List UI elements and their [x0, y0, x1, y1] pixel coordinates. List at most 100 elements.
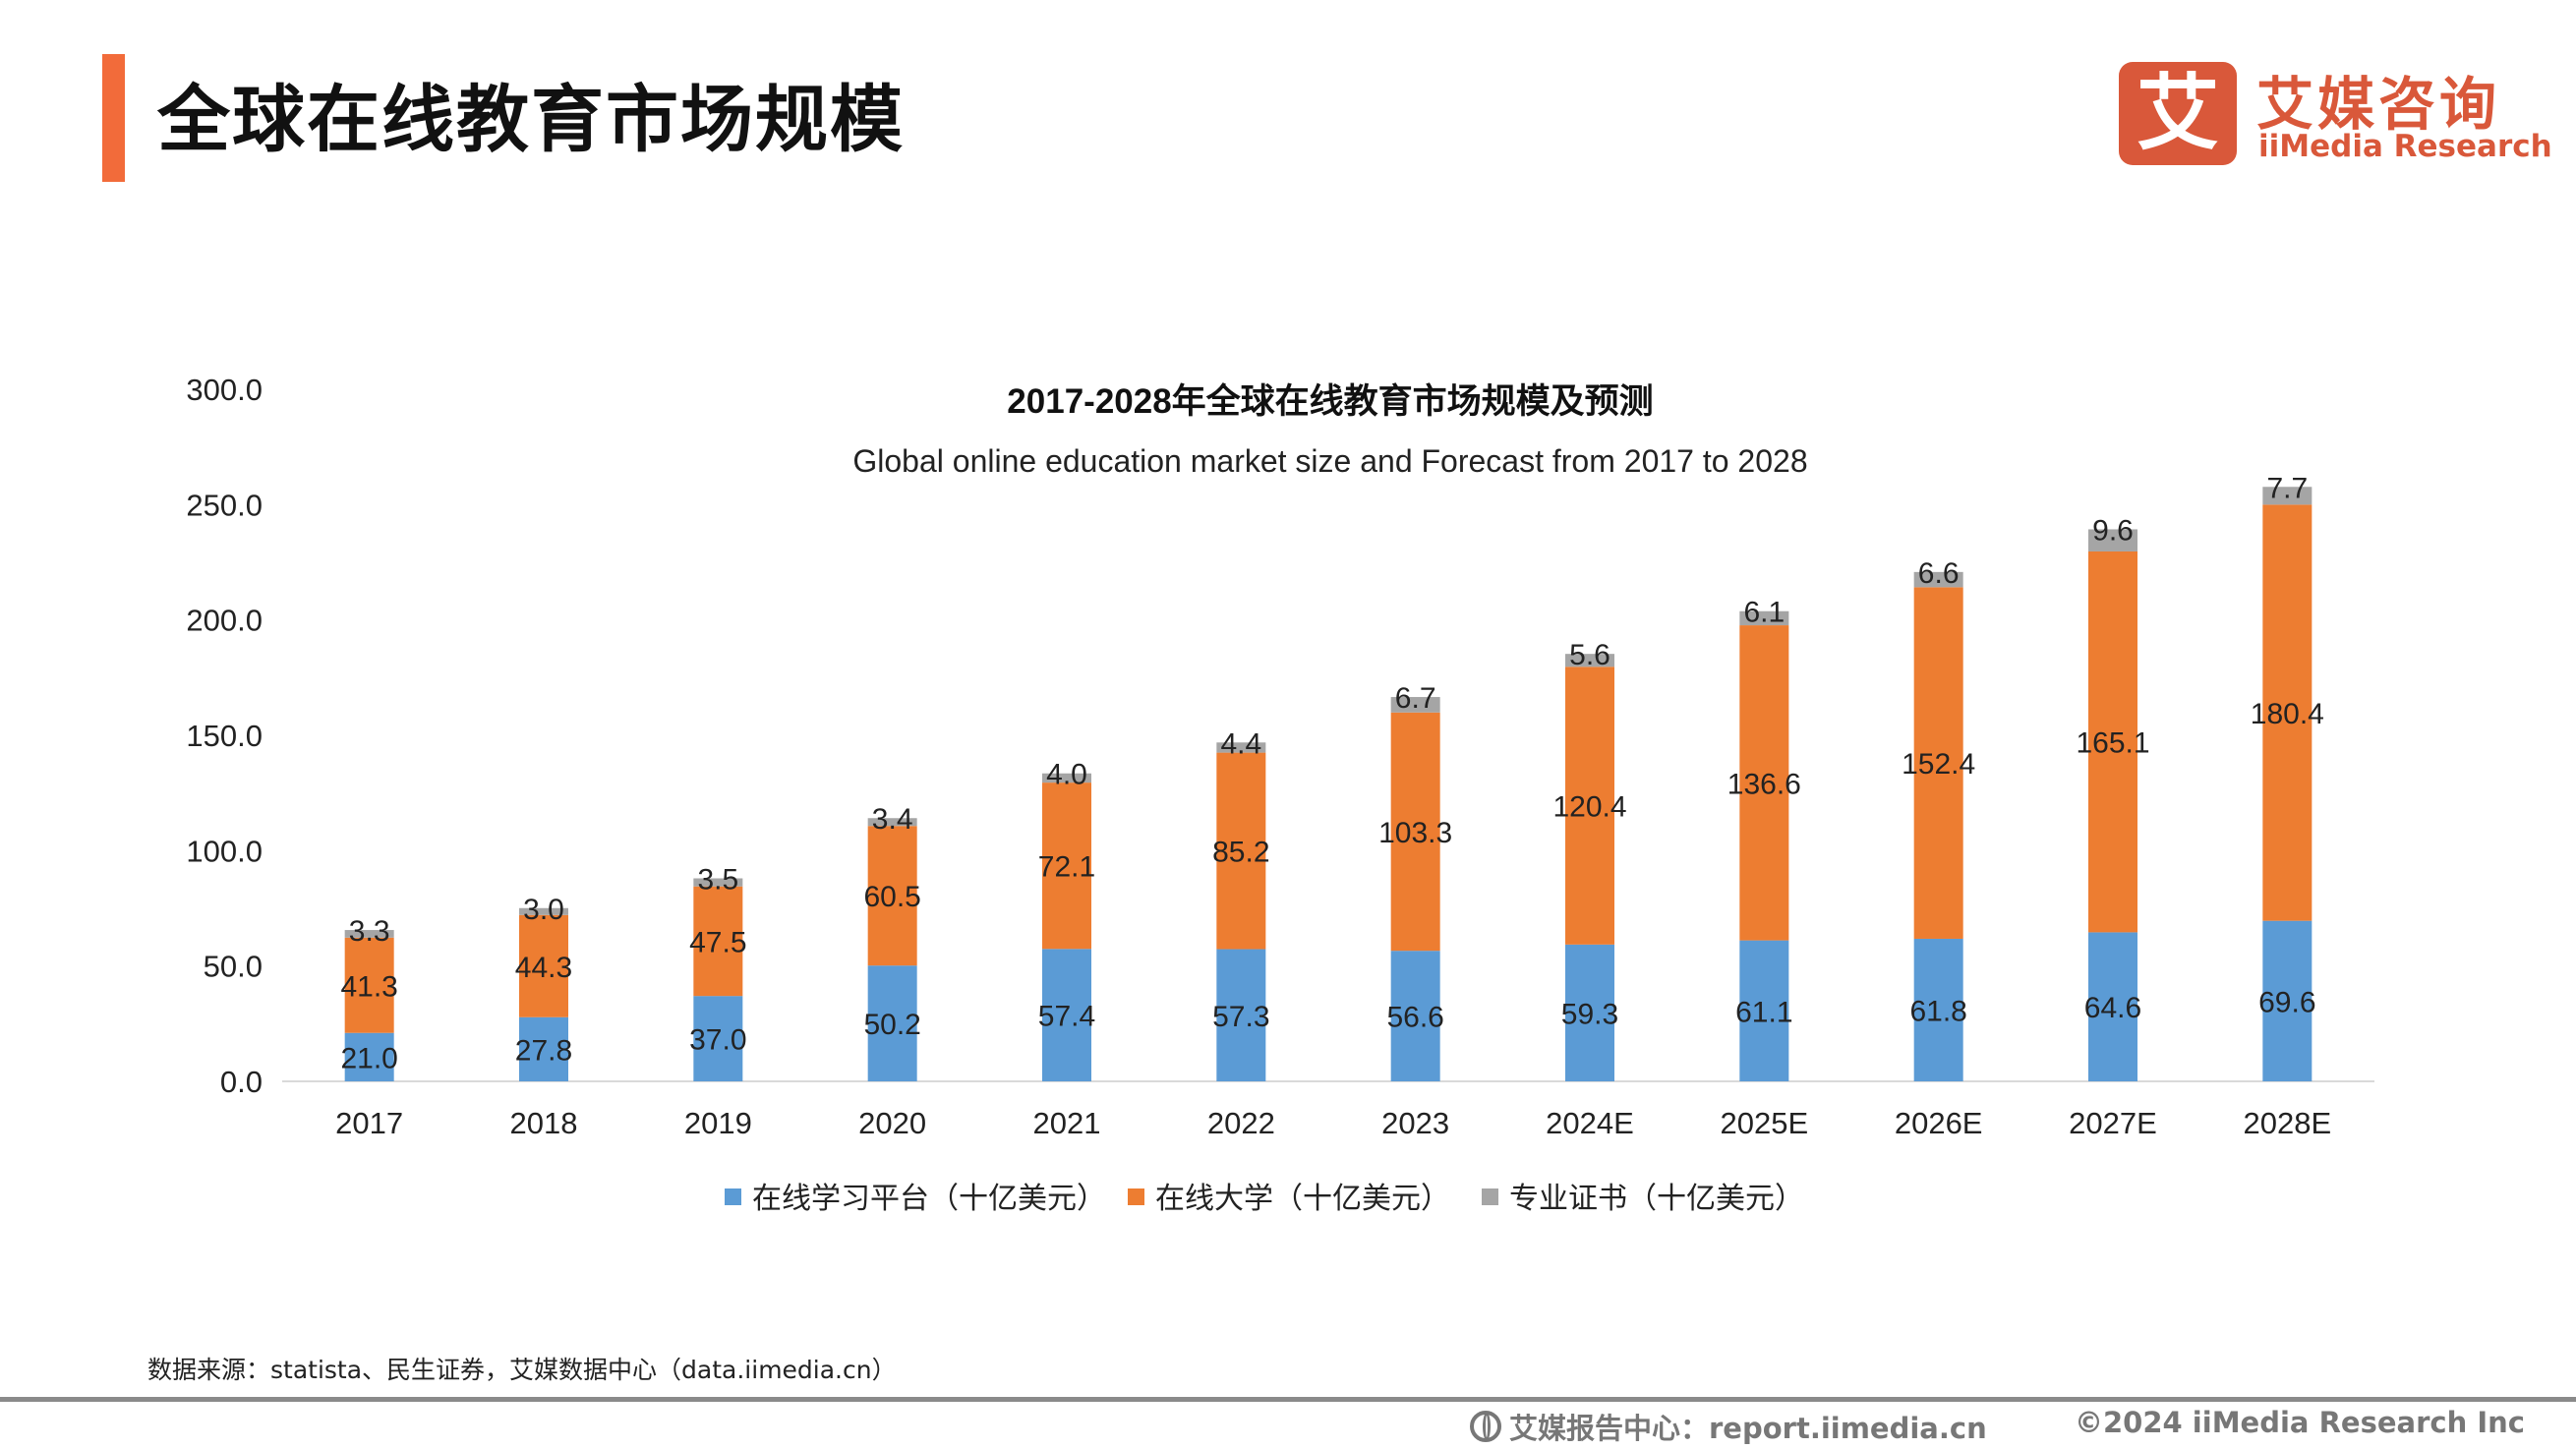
bar-segment-2026E-2 — [1913, 571, 1963, 588]
x-tick-label: 2018 — [510, 1106, 578, 1140]
bar-segment-2024E-1 — [1565, 667, 1614, 945]
bar-segment-2025E-0 — [1739, 940, 1789, 1081]
data-label: 120.4 — [1552, 791, 1626, 824]
x-tick-label: 2025E — [1721, 1106, 1809, 1140]
bar-segment-2017-2 — [344, 930, 394, 938]
footer-divider — [0, 1397, 2576, 1402]
bar-segment-2027E-0 — [2088, 932, 2137, 1081]
legend-swatch — [1482, 1188, 1498, 1205]
bar-segment-2021-1 — [1042, 782, 1091, 950]
bar-segment-2021-0 — [1042, 949, 1091, 1081]
data-label: 57.3 — [1212, 1001, 1269, 1033]
x-tick-label: 2017 — [335, 1106, 403, 1140]
x-tick-label: 2021 — [1033, 1106, 1101, 1140]
bar-segment-2023-2 — [1390, 697, 1440, 713]
copyright: ©2024 iiMedia Research Inc — [2075, 1406, 2525, 1439]
data-label: 7.7 — [2266, 472, 2308, 504]
data-label: 47.5 — [689, 926, 746, 958]
y-tick-label: 200.0 — [186, 604, 263, 638]
logo-mark: 艾 — [2119, 62, 2237, 165]
chart-subtitle: Global online education market size and … — [852, 443, 1807, 479]
bar-segment-2020-1 — [867, 826, 917, 966]
bar-segment-2027E-1 — [2088, 551, 2137, 933]
bar-segment-2020-2 — [867, 818, 917, 827]
bar-segment-2020-0 — [867, 965, 917, 1081]
bar-segment-2022-1 — [1216, 752, 1266, 950]
y-tick-label: 250.0 — [186, 488, 263, 522]
data-label: 41.3 — [340, 970, 397, 1003]
data-label: 57.4 — [1038, 1001, 1095, 1033]
data-label: 72.1 — [1038, 851, 1095, 884]
bar-segment-2026E-1 — [1913, 587, 1963, 939]
data-label: 6.6 — [1918, 557, 1960, 590]
data-label: 27.8 — [515, 1034, 572, 1067]
bar-segment-2025E-2 — [1739, 610, 1789, 626]
bar-segment-2021-2 — [1042, 773, 1091, 783]
data-label: 3.4 — [872, 803, 913, 836]
legend-swatch — [725, 1188, 741, 1205]
bar-segment-2024E-2 — [1565, 654, 1614, 667]
y-tick-label: 100.0 — [186, 834, 263, 868]
bar-segment-2022-2 — [1216, 742, 1266, 753]
data-label: 180.4 — [2251, 698, 2324, 730]
data-label: 103.3 — [1378, 817, 1452, 849]
bar-segment-2023-0 — [1390, 951, 1440, 1081]
data-label: 69.6 — [2258, 986, 2315, 1018]
legend-label: 在线大学（十亿美元） — [1155, 1183, 1450, 1215]
x-tick-label: 2024E — [1546, 1106, 1634, 1140]
bar-segment-2017-0 — [344, 1032, 394, 1081]
x-tick-label: 2028E — [2244, 1106, 2332, 1140]
data-label: 6.7 — [1395, 682, 1436, 715]
y-tick-label: 0.0 — [220, 1065, 263, 1099]
globe-icon — [1470, 1411, 1501, 1442]
chart-title: 2017-2028年全球在线教育市场规模及预测 — [1007, 381, 1653, 421]
x-tick-label: 2026E — [1895, 1106, 1983, 1140]
bar-segment-2026E-0 — [1913, 938, 1963, 1081]
data-label: 60.5 — [863, 881, 920, 913]
data-label: 152.4 — [1902, 748, 1975, 781]
bar-segment-2023-1 — [1390, 712, 1440, 952]
bar-segment-2019-2 — [693, 878, 743, 887]
y-tick-label: 50.0 — [204, 950, 263, 984]
data-label: 85.2 — [1212, 837, 1269, 869]
data-label: 3.3 — [349, 915, 390, 948]
legend-swatch — [1128, 1188, 1144, 1205]
x-tick-label: 2027E — [2069, 1106, 2157, 1140]
data-source: 数据来源：statista、民生证券，艾媒数据中心（data.iimedia.c… — [147, 1356, 897, 1384]
data-label: 21.0 — [340, 1042, 397, 1074]
data-label: 37.0 — [689, 1024, 746, 1057]
y-tick-label: 300.0 — [186, 373, 263, 407]
data-label: 165.1 — [2076, 727, 2149, 760]
logo-name-en: iiMedia Research — [2258, 129, 2552, 164]
data-label: 5.6 — [1569, 639, 1610, 671]
data-label: 136.6 — [1727, 768, 1801, 800]
data-label: 9.6 — [2092, 514, 2134, 547]
data-label: 4.0 — [1046, 759, 1087, 791]
report-center: 艾媒报告中心：report.iimedia.cn — [1470, 1406, 1987, 1447]
x-tick-label: 2023 — [1381, 1106, 1449, 1140]
x-tick-label: 2019 — [684, 1106, 752, 1140]
bar-segment-2027E-2 — [2088, 529, 2137, 551]
data-label: 61.8 — [1909, 995, 1966, 1027]
logo-name-cn: 艾媒咨询 — [2256, 71, 2501, 138]
bar-segment-2018-2 — [519, 907, 568, 915]
data-label: 50.2 — [863, 1009, 920, 1041]
data-label: 44.3 — [515, 952, 572, 984]
bar-segment-2028E-1 — [2262, 504, 2313, 921]
data-label: 59.3 — [1561, 998, 1618, 1030]
data-label: 6.1 — [1743, 597, 1785, 629]
data-label: 3.0 — [523, 894, 564, 926]
y-tick-label: 150.0 — [186, 719, 263, 753]
x-tick-label: 2020 — [858, 1106, 926, 1140]
bar-segment-2028E-2 — [2262, 487, 2313, 505]
data-label: 4.4 — [1220, 727, 1261, 760]
bar-segment-2019-0 — [693, 996, 743, 1081]
bar-segment-2018-1 — [519, 914, 568, 1017]
bar-segment-2017-1 — [344, 937, 394, 1033]
bar-segment-2019-1 — [693, 886, 743, 997]
report-center-text[interactable]: 艾媒报告中心：report.iimedia.cn — [1509, 1412, 1987, 1445]
bar-segment-2025E-1 — [1739, 625, 1789, 941]
title-accent-bar — [102, 54, 125, 182]
bar-segment-2024E-0 — [1565, 944, 1614, 1081]
